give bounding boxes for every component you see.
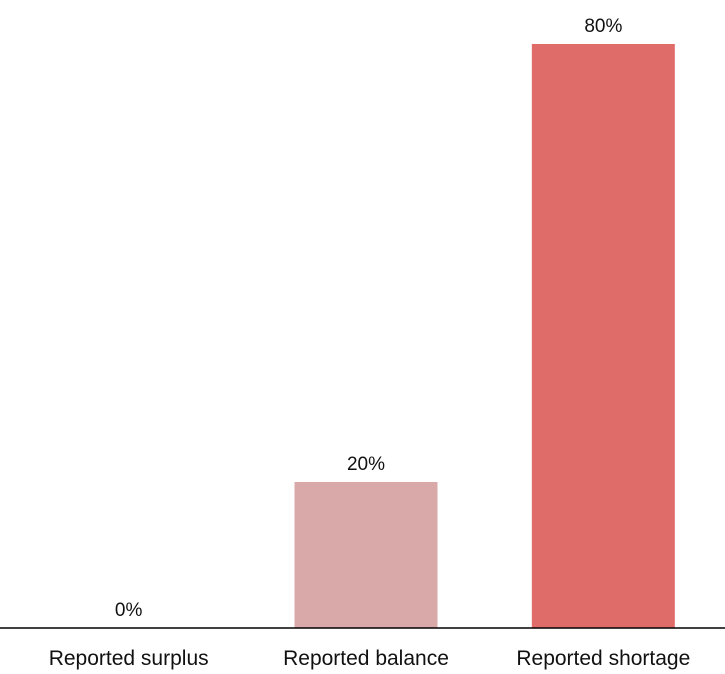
bars-group <box>294 44 675 628</box>
bar-reported-balance <box>294 482 438 628</box>
category-label-reported-balance: Reported balance <box>283 647 449 670</box>
value-label-reported-shortage: 80% <box>584 16 622 37</box>
value-labels-group: 0% 20% 80% <box>115 16 623 621</box>
bar-reported-shortage <box>531 44 675 628</box>
category-label-reported-shortage: Reported shortage <box>516 647 690 670</box>
category-labels-group: Reported surplus Reported balance Reported… <box>49 647 691 670</box>
value-label-reported-balance: 20% <box>347 454 385 475</box>
value-label-reported-surplus: 0% <box>115 600 143 621</box>
category-label-reported-surplus: Reported surplus <box>49 647 209 670</box>
